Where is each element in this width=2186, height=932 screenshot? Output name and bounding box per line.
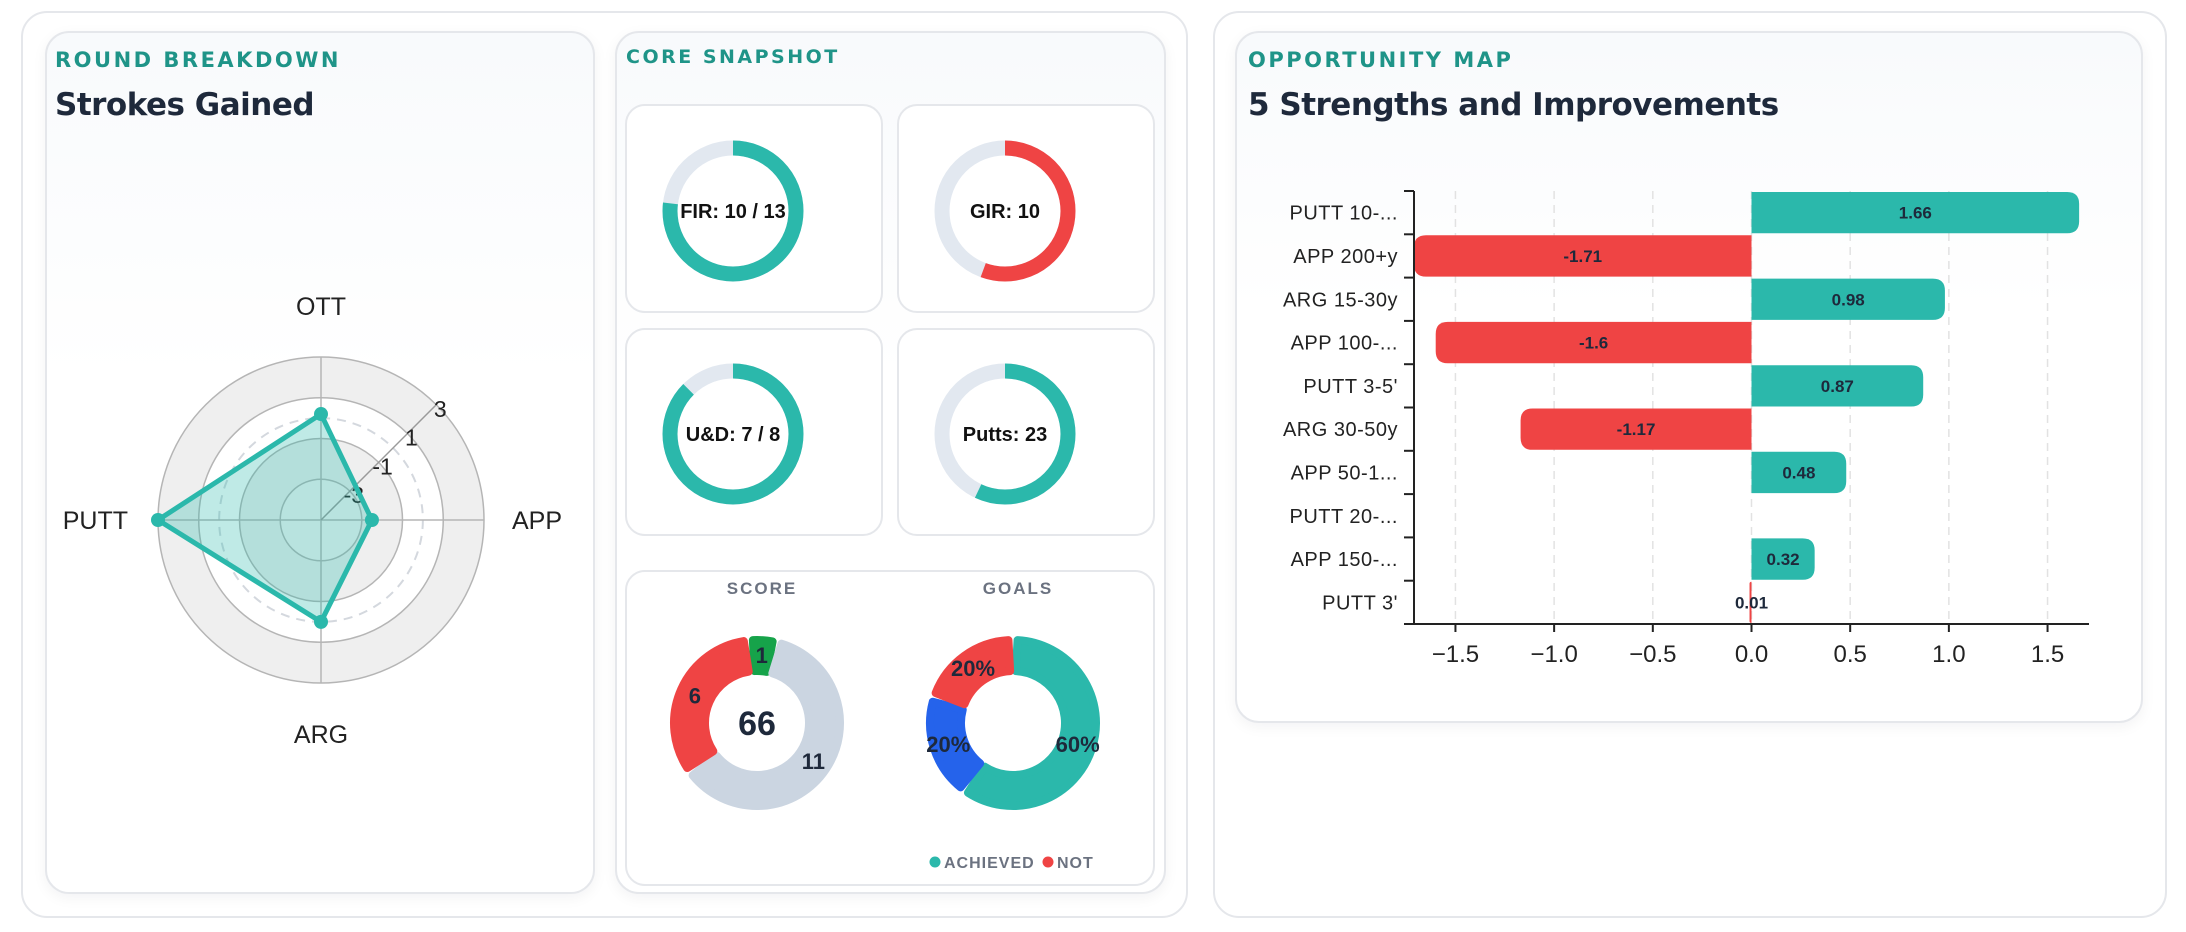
y-axis-category-label: ARG 30-50y <box>1283 419 1398 441</box>
x-axis-tick-label: 0.5 <box>1833 641 1866 668</box>
radar-tick-label: 1 <box>405 425 418 451</box>
bar-value-label: -1.71 <box>1563 247 1602 266</box>
radar-axis-label-ott: OTT <box>296 293 346 321</box>
score-segment <box>748 636 777 676</box>
y-axis-category-label: PUTT 3' <box>1322 592 1398 614</box>
round-breakdown-title: Strokes Gained <box>55 87 315 123</box>
y-axis-category-label: PUTT 10-... <box>1290 203 1399 225</box>
bar <box>1751 365 1924 407</box>
putts-gauge-label: Putts: 23 <box>963 424 1047 446</box>
legend-dot-not <box>1042 856 1054 868</box>
gir-gauge-fill <box>934 140 1076 282</box>
y-axis-category-label: ARG 15-30y <box>1283 289 1398 311</box>
opportunity-map-eyebrow: OPPORTUNITY MAP <box>1248 48 1514 72</box>
putts-gauge-fill <box>934 363 1076 505</box>
radar-axis-label-putt: PUTT <box>63 507 128 535</box>
up-and-down-gauge-label: U&D: 7 / 8 <box>686 424 780 446</box>
gir-gauge-label: GIR: 10 <box>970 201 1040 223</box>
bar-value-label: 0.98 <box>1832 290 1865 309</box>
up-and-down-gauge-fill <box>662 363 804 505</box>
y-axis-category-label: APP 200+y <box>1293 246 1398 268</box>
y-axis-category-label: PUTT 20-... <box>1290 506 1399 528</box>
radar-tick-axis <box>320 404 437 521</box>
y-axis-category-label: APP 100-... <box>1291 333 1398 355</box>
goals-title: GOALS <box>983 579 1053 598</box>
bar-value-label: -1.6 <box>1579 334 1608 353</box>
bar <box>1520 408 1752 450</box>
fir-gauge-label: FIR: 10 / 13 <box>680 201 786 223</box>
x-axis-tick-label: −1.0 <box>1530 641 1577 668</box>
bar <box>1749 581 1752 623</box>
x-axis-tick-label: 0.0 <box>1735 641 1768 668</box>
opportunity-map-title: 5 Strengths and Improvements <box>1248 87 1779 123</box>
goals-segment <box>931 636 1015 709</box>
bar-value-label: 0.48 <box>1782 463 1815 482</box>
goals-segment <box>926 697 985 792</box>
goals-segment-label: 60% <box>1056 732 1100 757</box>
bar-value-label: 0.87 <box>1821 377 1854 396</box>
goals-segment <box>963 636 1100 810</box>
radar-point <box>364 513 379 527</box>
x-axis-tick-label: 1.0 <box>1932 641 1965 668</box>
bar-value-label: 0.01 <box>1735 593 1768 612</box>
bar <box>1751 538 1815 580</box>
score-segment <box>688 639 844 810</box>
score-segment-label: 11 <box>802 749 825 774</box>
legend-dot-achieved <box>929 856 941 868</box>
opportunity-map-card: OPPORTUNITY MAP 5 Strengths and Improvem… <box>1235 31 2143 723</box>
score-segment-label: 6 <box>689 683 701 708</box>
score-segment <box>670 637 753 773</box>
radar-tick-label: -1 <box>372 453 392 479</box>
core-snapshot-eyebrow: CORE SNAPSHOT <box>626 46 840 68</box>
bar-value-label: 0.32 <box>1767 550 1800 569</box>
score-segment-label: 1 <box>756 643 768 668</box>
bar <box>1751 451 1847 494</box>
y-axis-category-label: PUTT 3-5' <box>1303 376 1398 398</box>
radar-point <box>314 407 328 422</box>
legend-label-achieved: ACHIEVED <box>944 855 1035 872</box>
round-breakdown-eyebrow: ROUND BREAKDOWN <box>55 48 341 72</box>
x-axis-tick-label: −0.5 <box>1629 641 1676 668</box>
goals-segment-label: 20% <box>951 656 995 681</box>
fir-gauge-fill <box>662 140 804 282</box>
radar-axis-label-arg: ARG <box>294 721 348 749</box>
goals-segment-label: 20% <box>926 732 970 757</box>
bar <box>1414 235 1752 277</box>
radar-axis-label-app: APP <box>512 507 562 535</box>
radar-tick-label: 3 <box>434 396 447 422</box>
bar <box>1751 192 2080 234</box>
radar-point <box>314 614 328 629</box>
radar-point <box>151 513 165 527</box>
score-total: 66 <box>738 705 776 743</box>
y-axis-category-label: APP 50-1... <box>1291 462 1398 484</box>
y-axis-category-label: APP 150-... <box>1291 549 1398 571</box>
legend-label-not: NOT <box>1057 855 1094 872</box>
bar-value-label: -1.17 <box>1617 420 1656 439</box>
x-axis-tick-label: 1.5 <box>2031 641 2064 668</box>
score-title: SCORE <box>727 579 797 598</box>
bar <box>1751 278 1945 320</box>
bar <box>1435 321 1752 364</box>
x-axis-tick-label: −1.5 <box>1432 641 1479 668</box>
bar-value-label: 1.66 <box>1899 204 1932 223</box>
